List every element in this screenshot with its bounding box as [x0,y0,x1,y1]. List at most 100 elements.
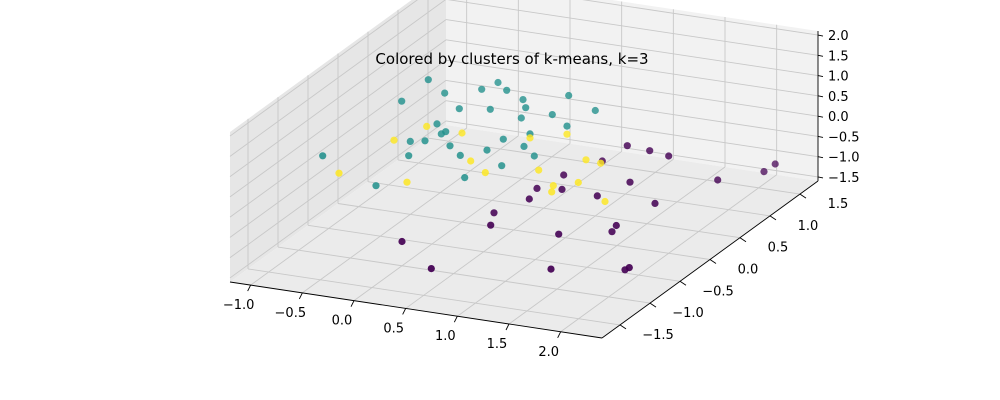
grid-line-z-back [447,0,819,56]
x-axis-line [229,281,603,339]
data-point-cluster-2 [526,134,534,142]
data-point-cluster-0 [593,192,601,200]
grid-line-z-side [229,80,447,238]
data-point-cluster-1 [442,128,450,136]
y-tick-mark [769,215,777,221]
data-point-cluster-1 [398,97,406,105]
data-point-cluster-1 [456,151,464,159]
data-point-cluster-1 [563,122,571,130]
grid-line-z-back [582,0,819,36]
y-tick-label: 0.5 [768,241,789,256]
x-tick-label: 1.5 [487,337,508,352]
y-tick-mark [649,302,657,308]
data-point-cluster-1 [565,91,573,100]
data-point-cluster-0 [623,142,631,150]
data-point-cluster-1 [494,78,502,87]
x-tick-mark [453,316,458,323]
grid-line-z-back [445,100,819,158]
grid-line-z-back [445,120,819,178]
z-tick-mark [817,115,824,118]
data-point-cluster-1 [461,174,469,182]
data-point-cluster-0 [533,184,541,192]
y-tick-mark [739,237,747,243]
x-tick-mark [557,331,562,338]
data-point-cluster-1 [372,182,380,190]
data-point-cluster-0 [427,265,435,273]
data-point-cluster-2 [403,178,411,186]
data-point-cluster-0 [487,221,495,229]
data-point-cluster-1 [486,105,494,113]
z-tick-label: 0.5 [828,90,849,105]
z-tick-label: −0.5 [828,130,860,145]
data-points [319,76,779,274]
data-point-cluster-1 [530,152,538,160]
y-tick-label: −1.0 [672,306,704,321]
y-tick-mark [799,193,807,199]
grid-line-z-side [229,100,447,259]
data-point-cluster-0 [714,176,722,184]
z-tick-label: 0.0 [828,110,849,125]
data-point-cluster-0 [771,160,779,168]
grid-line-z-side [229,120,447,279]
data-point-cluster-2 [481,169,489,177]
data-point-cluster-0 [560,171,568,179]
data-point-cluster-1 [522,104,530,112]
y-tick-label: −0.5 [702,284,734,299]
x-tick-label: 1.0 [435,329,456,344]
z-tick-mark [817,34,824,37]
data-point-cluster-0 [547,265,555,273]
data-point-cluster-1 [455,105,463,113]
x-tick-label: 2.0 [538,345,559,360]
data-point-cluster-0 [558,185,566,193]
data-point-cluster-0 [625,264,633,272]
grid-line-y-floor [307,224,681,282]
z-tick-mark [817,156,824,159]
data-point-cluster-1 [433,120,441,128]
y-tick-label: −1.5 [642,328,674,343]
data-point-cluster-1 [446,142,454,150]
x-tick-mark [350,300,355,307]
data-point-cluster-0 [646,147,654,155]
y-tick-label: 0.0 [738,263,759,278]
x-tick-mark [402,308,407,315]
data-point-cluster-2 [549,182,557,190]
x-tick-label: 0.0 [332,314,353,329]
data-point-cluster-1 [503,86,511,94]
data-point-cluster-1 [421,137,429,145]
chart-title: Colored by clusters of k-means, k=3 [375,50,648,68]
data-point-cluster-1 [548,111,556,119]
grid-line-z-back [445,19,819,77]
data-point-cluster-1 [441,89,449,97]
grid-line-z-side [229,0,446,157]
z-tick-label: −1.0 [828,151,860,166]
z-tick-mark [817,176,824,179]
grid-line-y-floor [247,268,621,326]
grid-line-z-side [229,0,418,137]
grid-line-z-side [229,59,447,218]
data-point-cluster-2 [467,157,475,165]
data-point-cluster-0 [626,178,634,186]
data-point-cluster-2 [574,178,582,187]
data-point-cluster-1 [319,152,327,160]
data-point-cluster-1 [478,85,486,93]
data-point-cluster-0 [555,230,563,238]
data-point-cluster-0 [651,199,659,207]
grid-line-z-back [445,39,819,97]
z-tick-label: 2.0 [828,29,849,44]
z-tick-mark [817,135,824,138]
data-point-cluster-2 [548,188,556,196]
data-point-cluster-1 [520,142,528,150]
x-tick-label: −1.0 [223,298,255,313]
y-tick-mark [709,259,717,264]
data-point-cluster-0 [665,152,673,160]
grid-line-y-floor [367,181,741,239]
data-point-cluster-2 [563,130,571,138]
grid-lines [229,0,819,333]
data-point-cluster-1 [406,137,414,145]
data-point-cluster-2 [335,169,343,177]
grid-line-y-floor [397,159,771,217]
z-tick-label: 1.0 [828,70,849,85]
data-point-cluster-2 [582,156,590,164]
data-point-cluster-1 [498,162,506,170]
